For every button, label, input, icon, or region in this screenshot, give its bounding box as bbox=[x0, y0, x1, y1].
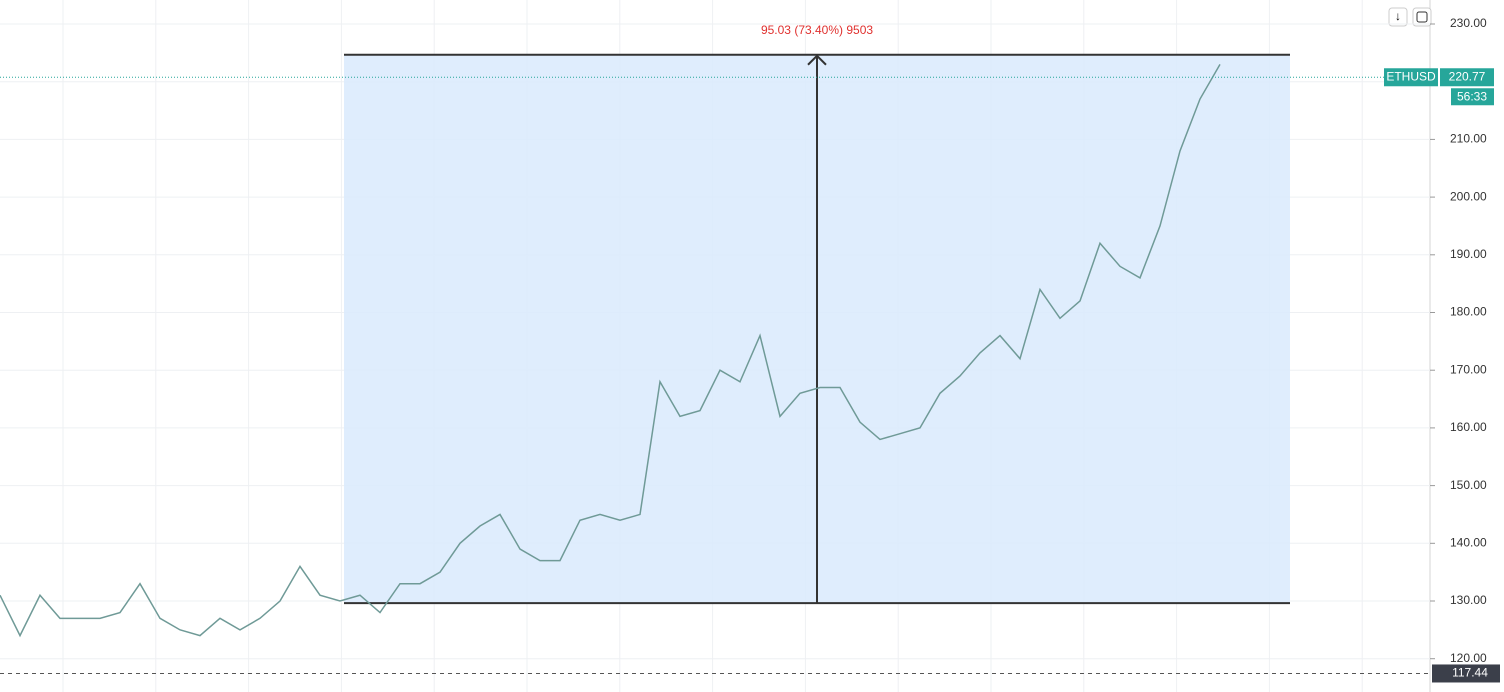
y-tick-label: 120.00 bbox=[1450, 651, 1487, 665]
crosshair-box bbox=[1432, 664, 1500, 683]
y-tick-label: 200.00 bbox=[1450, 189, 1487, 203]
symbol-label: ETHUSD bbox=[1386, 69, 1436, 83]
crosshair-label: 117.44 bbox=[1452, 666, 1488, 680]
price-line bbox=[0, 64, 1221, 638]
y-tick-label: 180.00 bbox=[1450, 305, 1487, 319]
countdown-box bbox=[1451, 88, 1494, 106]
scroll-icon: ↓ bbox=[1395, 9, 1401, 23]
symbol-box bbox=[1384, 68, 1438, 87]
measure-label: 95.03 (73.40%) 9503 bbox=[761, 23, 873, 37]
reset-button[interactable] bbox=[1412, 7, 1432, 27]
last-price-box bbox=[1440, 68, 1494, 87]
y-tick-label: 160.00 bbox=[1450, 420, 1487, 434]
y-tick-label: 140.00 bbox=[1450, 535, 1487, 549]
measure-arrowhead bbox=[807, 54, 827, 66]
y-tick-label: 170.00 bbox=[1450, 362, 1487, 376]
y-tick-label: 150.00 bbox=[1450, 478, 1487, 492]
y-tick-label: 230.00 bbox=[1450, 16, 1487, 30]
reset-icon bbox=[1416, 11, 1428, 23]
y-tick-label: 130.00 bbox=[1450, 593, 1487, 607]
scroll-button[interactable] bbox=[1388, 7, 1408, 27]
y-tick-label: 190.00 bbox=[1450, 247, 1487, 261]
last-price-label: 220.77 bbox=[1449, 69, 1486, 83]
y-tick-label: 210.00 bbox=[1450, 132, 1487, 146]
countdown-label: 56:33 bbox=[1457, 89, 1487, 103]
